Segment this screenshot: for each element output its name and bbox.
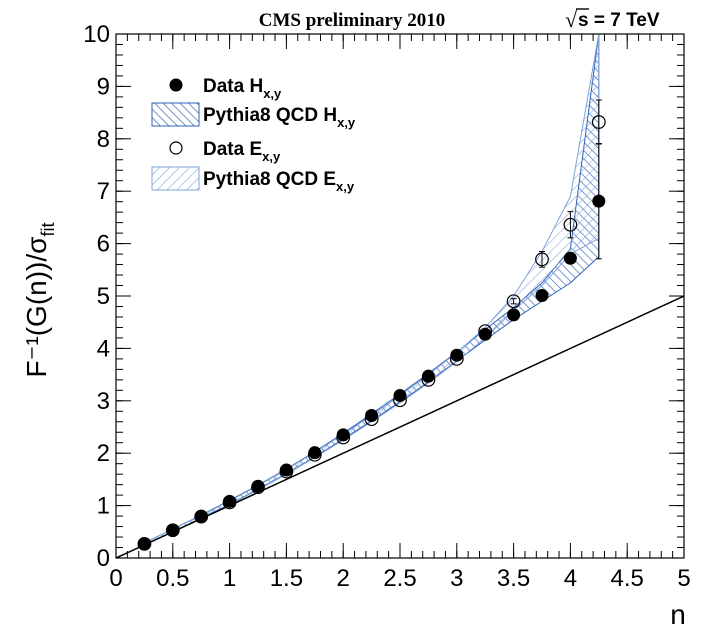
svg-text:Data Ex,y: Data Ex,y — [203, 139, 281, 164]
reference-line — [116, 295, 684, 558]
svg-text:Pythia8 QCD Ex,y: Pythia8 QCD Ex,y — [203, 169, 355, 194]
data-point-open — [591, 115, 606, 129]
data-point-open — [165, 523, 180, 538]
x-tick-label: 3.5 — [497, 565, 530, 592]
data-point-filled — [223, 494, 237, 508]
x-tick-label: 0 — [109, 565, 122, 592]
data-point-filled — [166, 523, 180, 537]
data-point-open — [137, 536, 152, 551]
energy-label: s = 7 TeV — [578, 10, 660, 31]
y-tick-label: 9 — [97, 73, 110, 100]
y-axis-label-group: F⁻¹(G(n))/σfit — [21, 223, 58, 378]
data-point-open — [449, 351, 464, 366]
chart-title: CMS preliminary 2010 — [259, 10, 445, 31]
data-point-open — [535, 252, 549, 267]
legend-sub-pythia-h: x,y — [337, 115, 356, 130]
data-point-open — [478, 324, 493, 339]
data-point-open — [307, 447, 322, 462]
legend-item-data-h: Data Hx,y — [169, 76, 282, 101]
y-axis-label-subscript: fit — [38, 223, 58, 237]
y-tick-label: 0 — [97, 545, 110, 572]
legend-label-data-h: Data H — [203, 76, 263, 97]
x-tick-label: 2.5 — [383, 565, 416, 592]
data-point-filled — [365, 408, 379, 422]
legend-label-pythia-e: Pythia8 QCD E — [203, 169, 336, 190]
y-tick-label: 5 — [97, 283, 110, 310]
x-axis-label: n — [670, 599, 686, 630]
y-tick-label: 8 — [97, 126, 110, 153]
x-tick-label: 1.5 — [270, 565, 303, 592]
legend-item-data-e: Data Ex,y — [169, 139, 281, 164]
data-point-filled — [137, 537, 151, 551]
y-tick-label: 3 — [97, 388, 110, 415]
data-point-filled — [478, 327, 492, 341]
data-point-open — [364, 412, 379, 427]
data-point-open — [194, 509, 209, 524]
data-point-open — [421, 372, 436, 387]
x-tick-label: 5 — [677, 565, 690, 592]
legend-marker-filled-circle — [169, 78, 183, 92]
legend: Data Hx,y Pythia8 QCD Hx,y Data Ex,y Pyt… — [151, 76, 356, 194]
y-tick-label: 7 — [97, 178, 110, 205]
energy-sqrt-symbol: √ — [565, 7, 578, 32]
data-point-open — [563, 217, 578, 232]
x-tick-label: 4 — [564, 565, 577, 592]
legend-item-pythia-h: Pythia8 QCD Hx,y — [151, 102, 356, 130]
x-tick-label: 4.5 — [611, 565, 644, 592]
data-point-open — [251, 480, 265, 495]
legend-sub-pythia-e: x,y — [336, 179, 355, 194]
data-point-filled — [592, 194, 606, 208]
data-point-filled — [194, 509, 208, 523]
data-point-filled — [421, 369, 435, 383]
x-tick-label: 3 — [450, 565, 463, 592]
data-point-open — [336, 430, 351, 445]
axis-ticks: 0 0.5 1 1.5 2 2.5 3 3.5 4 4.5 5 0 1 2 3 4 5 6 7 8 9 10 — [83, 21, 690, 592]
data-point-filled — [251, 479, 265, 493]
y-tick-label: 6 — [97, 231, 110, 258]
legend-marker-open-circle — [169, 141, 183, 155]
y-axis-label: F⁻¹(G(n))/σ — [21, 237, 52, 378]
legend-item-pythia-e: Pythia8 QCD Ex,y — [151, 166, 355, 194]
y-tick-label: 4 — [97, 335, 110, 362]
data-point-open — [506, 294, 521, 309]
data-point-open — [279, 464, 294, 479]
legend-sub-data-e: x,y — [262, 149, 281, 164]
legend-sub-data-h: x,y — [263, 86, 282, 101]
data-point-filled — [535, 288, 549, 302]
x-tick-label: 0.5 — [156, 565, 189, 592]
data-points-layer — [137, 115, 606, 551]
data-point-open — [222, 495, 237, 510]
svg-text:F⁻¹(G(n))/σfit: F⁻¹(G(n))/σfit — [21, 223, 58, 378]
svg-text:Data Hx,y: Data Hx,y — [203, 76, 282, 101]
y-tick-label: 1 — [97, 493, 110, 520]
legend-label-pythia-h: Pythia8 QCD H — [203, 105, 337, 126]
data-point-filled — [393, 389, 407, 403]
legend-label-data-e: Data E — [203, 139, 262, 160]
legend-marker-hatched-light — [151, 166, 200, 191]
svg-text:Pythia8 QCD Hx,y: Pythia8 QCD Hx,y — [203, 105, 356, 130]
x-tick-label: 2 — [337, 565, 350, 592]
y-tick-label: 2 — [97, 440, 110, 467]
data-point-open — [393, 393, 407, 408]
data-point-filled — [507, 308, 521, 322]
y-tick-label: 10 — [83, 21, 110, 48]
data-point-filled — [450, 348, 464, 362]
data-point-filled — [563, 251, 577, 265]
x-tick-label: 1 — [223, 565, 236, 592]
reference-line-layer — [116, 295, 684, 558]
legend-marker-hatched-dark — [151, 102, 200, 127]
